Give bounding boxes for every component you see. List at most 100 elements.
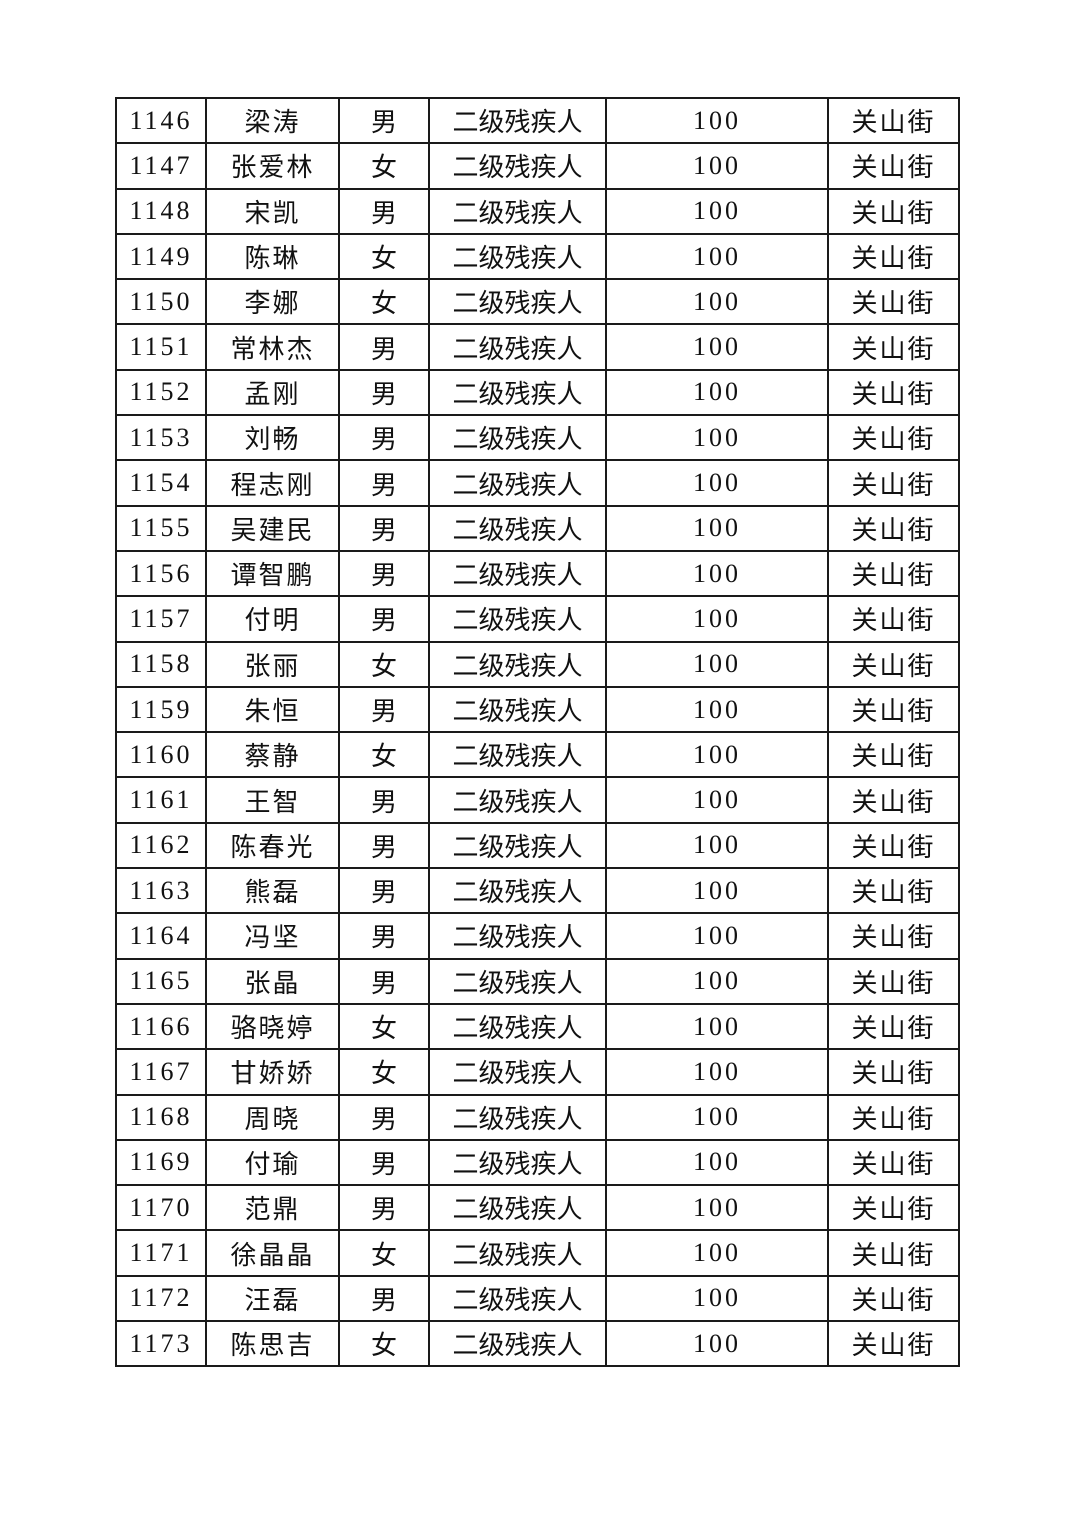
table-body: 1146 梁涛男二级残疾人 100 关山街 1147 张爱林女二级残疾人 100 关山街 114… <box>115 96 960 1368</box>
row-number-cell: 1166 <box>115 1002 207 1051</box>
table-row: 1172 汪磊男二级残疾人 100 关山街 <box>115 1274 960 1323</box>
disability-level-cell: 二级残疾人 <box>428 414 607 462</box>
row-number-cell: 1158 <box>115 640 207 688</box>
row-number-cell: 1168 <box>115 1093 207 1141</box>
row-number-cell: 1153 <box>115 414 207 462</box>
person-name-cell: 张丽 <box>205 640 340 688</box>
amount-cell: 100 <box>605 1184 829 1232</box>
street-cell: 关山街 <box>827 549 960 598</box>
street-cell: 关山街 <box>827 504 960 552</box>
person-name-cell: 汪磊 <box>205 1274 340 1323</box>
street-cell: 关山街 <box>827 685 960 734</box>
disability-level-cell: 二级残疾人 <box>428 549 607 598</box>
gender-cell: 女 <box>338 640 430 688</box>
table-row: 1149 陈琳女二级残疾人 100 关山街 <box>115 232 960 281</box>
table-row: 1156 谭智鹏男二级残疾人 100 关山街 <box>115 549 960 598</box>
disability-level-cell: 二级残疾人 <box>428 323 607 371</box>
amount-cell: 100 <box>605 685 829 734</box>
person-name-cell: 吴建民 <box>205 504 340 552</box>
disability-level-cell: 二级残疾人 <box>428 821 607 870</box>
disability-level-cell: 二级残疾人 <box>428 232 607 281</box>
person-name-cell: 骆晓婷 <box>205 1002 340 1051</box>
person-name-cell: 王智 <box>205 776 340 824</box>
row-number-cell: 1161 <box>115 776 207 824</box>
amount-cell: 100 <box>605 867 829 915</box>
disability-level-cell: 二级残疾人 <box>428 640 607 688</box>
disability-level-cell: 二级残疾人 <box>428 1002 607 1051</box>
gender-cell: 女 <box>338 278 430 326</box>
amount-cell: 100 <box>605 776 829 824</box>
table-row: 1170 范鼎男二级残疾人 100 关山街 <box>115 1184 960 1232</box>
street-cell: 关山街 <box>827 1320 960 1368</box>
amount-cell: 100 <box>605 1320 829 1368</box>
person-name-cell: 刘畅 <box>205 414 340 462</box>
row-number-cell: 1149 <box>115 232 207 281</box>
person-name-cell: 甘娇娇 <box>205 1048 340 1096</box>
row-number-cell: 1156 <box>115 549 207 598</box>
row-number-cell: 1173 <box>115 1320 207 1368</box>
row-number-cell: 1169 <box>115 1138 207 1187</box>
disability-level-cell: 二级残疾人 <box>428 1184 607 1232</box>
disability-level-cell: 二级残疾人 <box>428 142 607 190</box>
table-row: 1162 陈春光男二级残疾人 100 关山街 <box>115 821 960 870</box>
street-cell: 关山街 <box>827 731 960 779</box>
table-row: 1154 程志刚男二级残疾人 100 关山街 <box>115 459 960 507</box>
disability-level-cell: 二级残疾人 <box>428 957 607 1005</box>
street-cell: 关山街 <box>827 867 960 915</box>
table-row: 1158 张丽女二级残疾人 100 关山街 <box>115 640 960 688</box>
beneficiary-table: 1146 梁涛男二级残疾人 100 关山街 1147 张爱林女二级残疾人 100 关山街 114… <box>115 96 960 1368</box>
row-number-cell: 1157 <box>115 595 207 643</box>
gender-cell: 男 <box>338 549 430 598</box>
amount-cell: 100 <box>605 278 829 326</box>
row-number-cell: 1150 <box>115 278 207 326</box>
disability-level-cell: 二级残疾人 <box>428 912 607 960</box>
table-row: 1160 蔡静女二级残疾人 100 关山街 <box>115 731 960 779</box>
table-row: 1167 甘娇娇女二级残疾人 100 关山街 <box>115 1048 960 1096</box>
row-number-cell: 1160 <box>115 731 207 779</box>
disability-level-cell: 二级残疾人 <box>428 1138 607 1187</box>
amount-cell: 100 <box>605 549 829 598</box>
person-name-cell: 付明 <box>205 595 340 643</box>
amount-cell: 100 <box>605 1048 829 1096</box>
person-name-cell: 陈琳 <box>205 232 340 281</box>
row-number-cell: 1165 <box>115 957 207 1005</box>
row-number-cell: 1164 <box>115 912 207 960</box>
disability-level-cell: 二级残疾人 <box>428 187 607 235</box>
street-cell: 关山街 <box>827 459 960 507</box>
disability-level-cell: 二级残疾人 <box>428 278 607 326</box>
street-cell: 关山街 <box>827 323 960 371</box>
disability-level-cell: 二级残疾人 <box>428 595 607 643</box>
person-name-cell: 张晶 <box>205 957 340 1005</box>
table-row: 1171 徐晶晶女二级残疾人 100 关山街 <box>115 1229 960 1277</box>
street-cell: 关山街 <box>827 1138 960 1187</box>
gender-cell: 男 <box>338 414 430 462</box>
gender-cell: 女 <box>338 1002 430 1051</box>
street-cell: 关山街 <box>827 595 960 643</box>
street-cell: 关山街 <box>827 912 960 960</box>
disability-level-cell: 二级残疾人 <box>428 1320 607 1368</box>
gender-cell: 男 <box>338 595 430 643</box>
street-cell: 关山街 <box>827 232 960 281</box>
gender-cell: 男 <box>338 459 430 507</box>
person-name-cell: 谭智鹏 <box>205 549 340 598</box>
street-cell: 关山街 <box>827 187 960 235</box>
street-cell: 关山街 <box>827 957 960 1005</box>
table-row: 1157 付明男二级残疾人 100 关山街 <box>115 595 960 643</box>
disability-level-cell: 二级残疾人 <box>428 1229 607 1277</box>
gender-cell: 男 <box>338 323 430 371</box>
gender-cell: 男 <box>338 1184 430 1232</box>
person-name-cell: 周晓 <box>205 1093 340 1141</box>
gender-cell: 男 <box>338 187 430 235</box>
street-cell: 关山街 <box>827 1093 960 1141</box>
table-row: 1152 孟刚男二级残疾人 100 关山街 <box>115 368 960 417</box>
disability-level-cell: 二级残疾人 <box>428 1048 607 1096</box>
amount-cell: 100 <box>605 1002 829 1051</box>
street-cell: 关山街 <box>827 278 960 326</box>
gender-cell: 男 <box>338 1138 430 1187</box>
amount-cell: 100 <box>605 142 829 190</box>
table-row: 1169 付瑜男二级残疾人 100 关山街 <box>115 1138 960 1187</box>
table-row: 1148 宋凯男二级残疾人 100 关山街 <box>115 187 960 235</box>
row-number-cell: 1159 <box>115 685 207 734</box>
person-name-cell: 梁涛 <box>205 96 340 145</box>
street-cell: 关山街 <box>827 96 960 145</box>
